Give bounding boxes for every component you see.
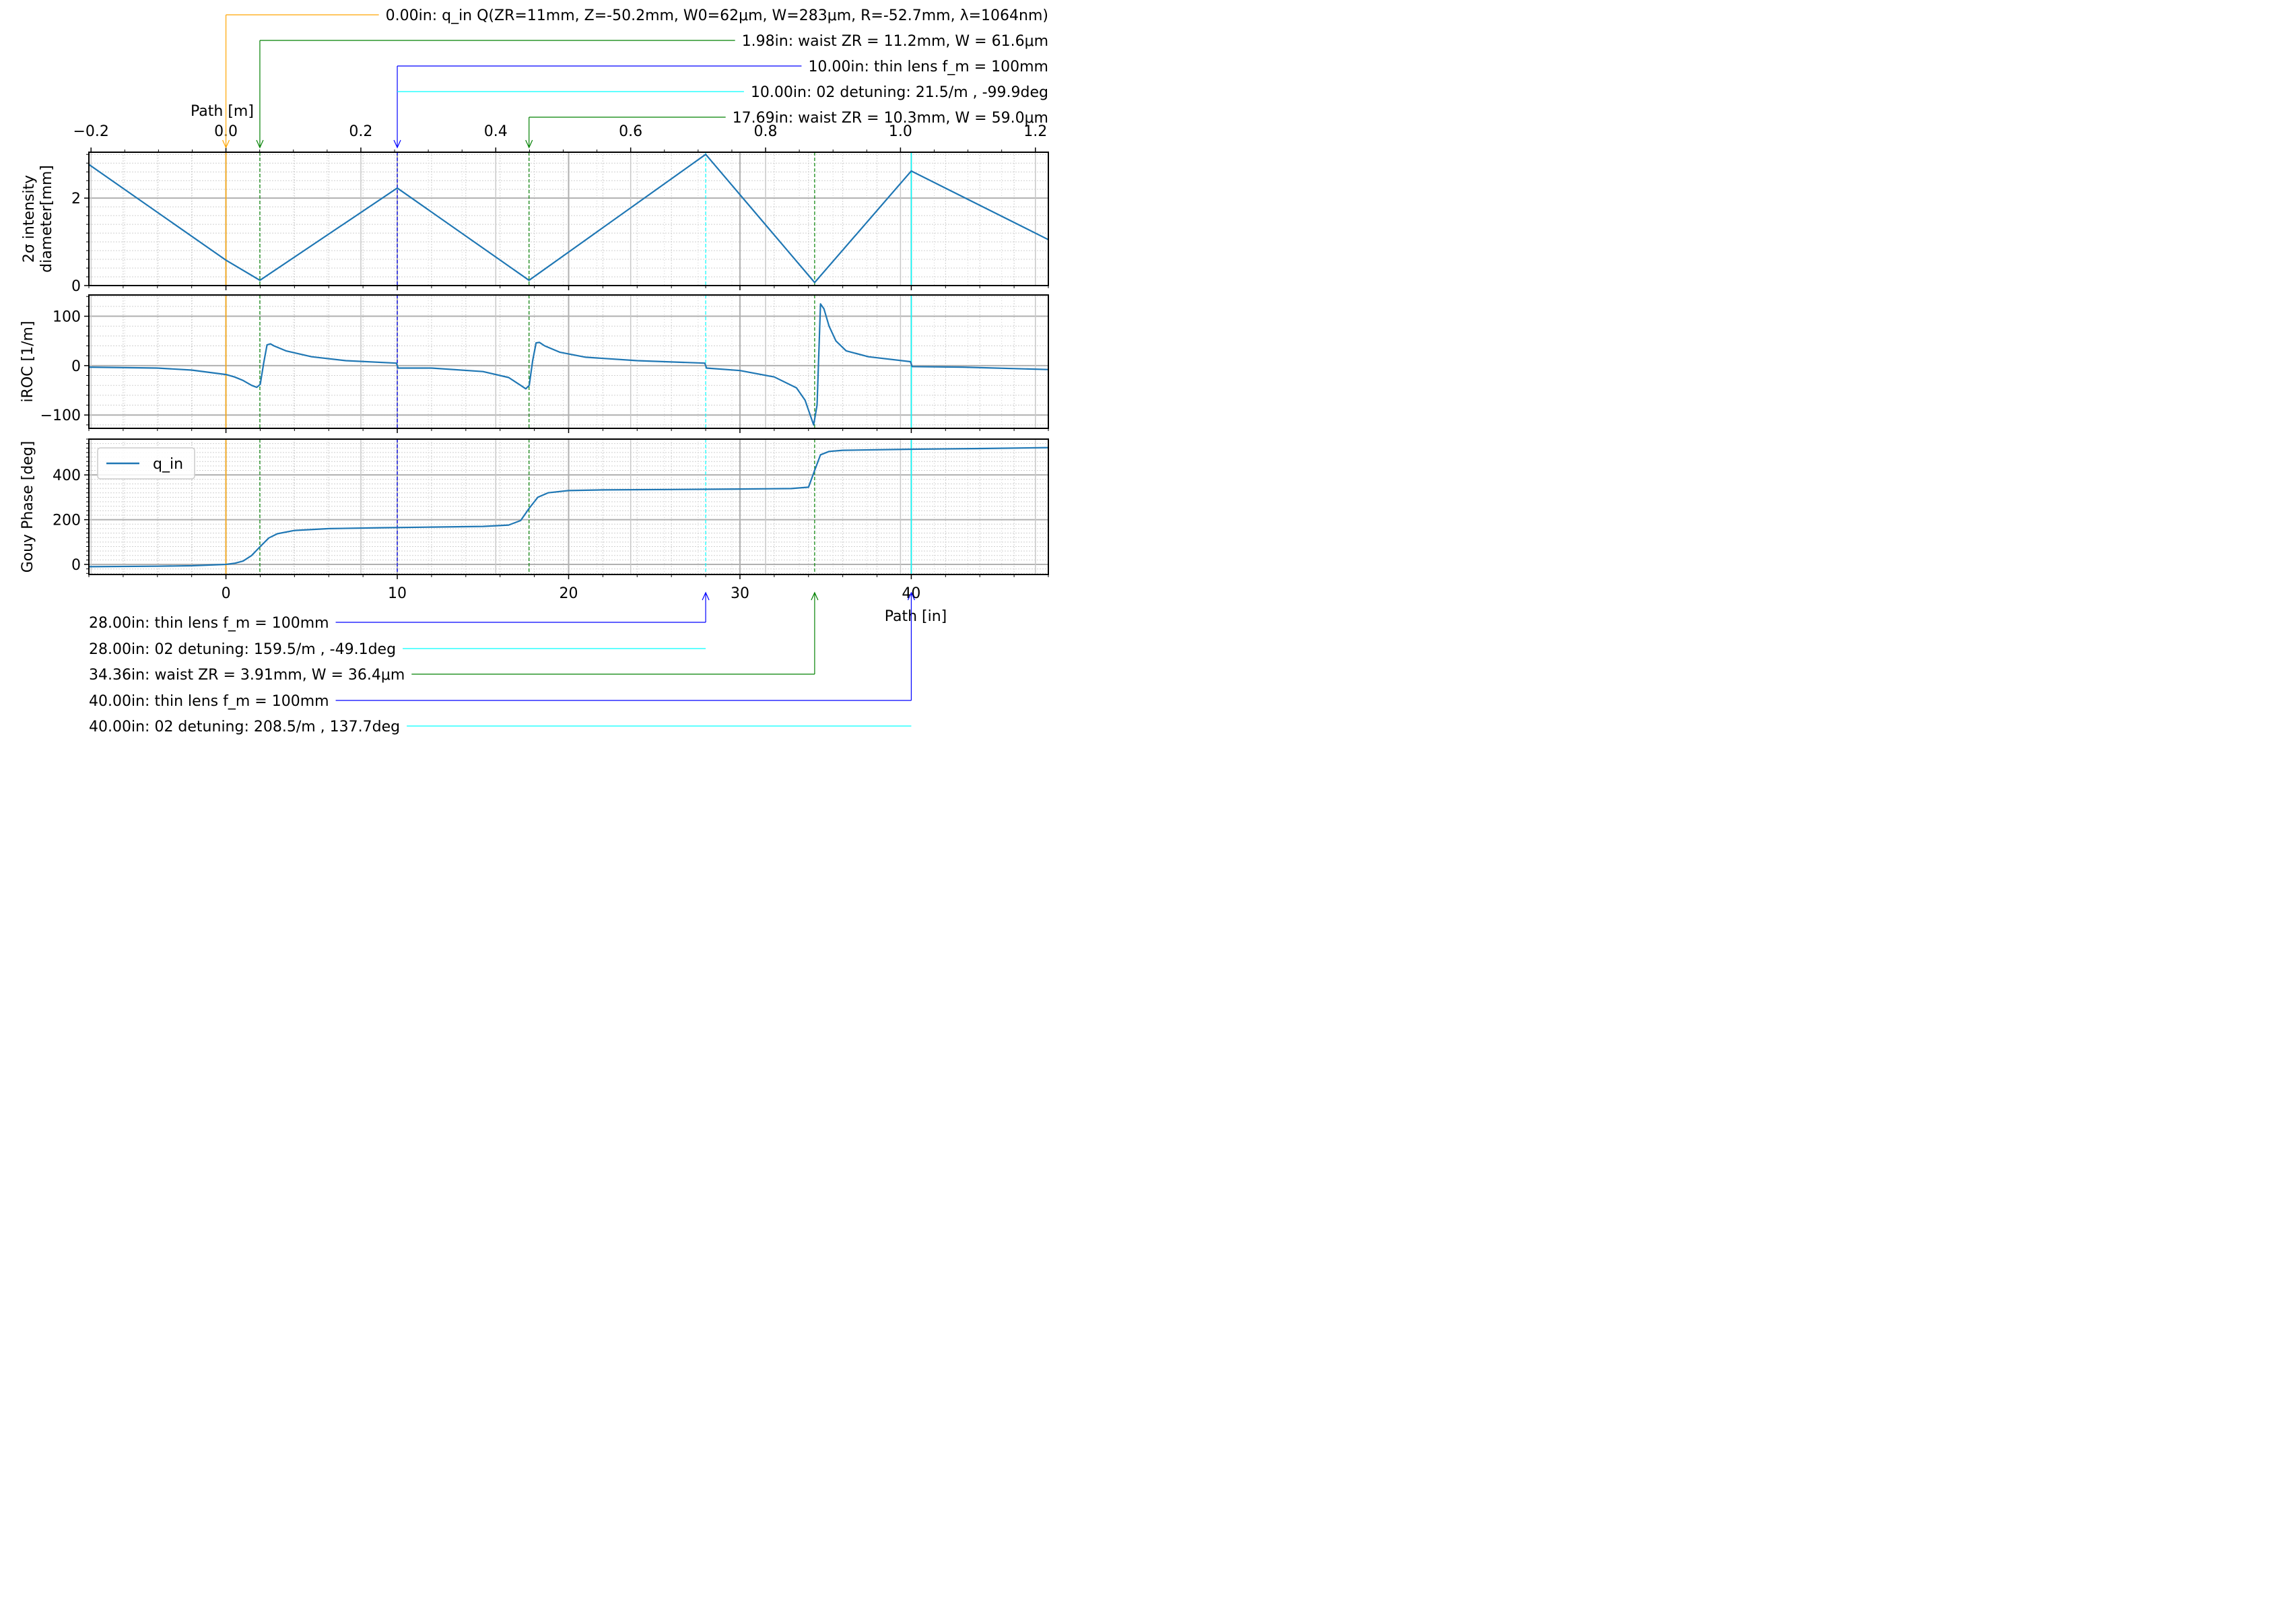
series-line-iroc [88, 303, 1049, 426]
top-annotation-text: 0.00in: q_in Q(ZR=11mm, Z=-50.2mm, W0=62… [386, 7, 1048, 24]
bottom-annotation-arrowhead [907, 591, 915, 601]
y-tick-label: 0 [71, 278, 81, 295]
bottom-annotation-text: 40.00in: thin lens f_m = 100mm [89, 693, 329, 710]
top-annotation-text: 10.00in: thin lens f_m = 100mm [808, 59, 1048, 75]
top-annotation-arrowhead [393, 139, 401, 149]
top-x-tick-label: 0.4 [484, 123, 508, 140]
top-annotation-arrowhead [525, 139, 533, 149]
top-x-axis-label: Path [m] [191, 103, 254, 120]
top-annotation-text: 10.00in: 02 detuning: 21.5/m , -99.9deg [751, 84, 1048, 101]
grid-layer [88, 152, 1049, 574]
y-tick-label: 2 [71, 191, 81, 207]
panel-diameter-grid [88, 152, 1049, 286]
annotations-layer: 0.00in: q_in Q(ZR=11mm, Z=-50.2mm, W0=62… [89, 7, 1048, 735]
y-tick-label: 400 [53, 467, 81, 484]
top-x-tick-label: 0.6 [619, 123, 642, 140]
bottom-annotation-arrowhead [702, 591, 710, 601]
bottom-annotation-text: 40.00in: 02 detuning: 208.5/m , 137.7deg [89, 719, 400, 735]
y-axis-label-line: 2σ intensity [21, 175, 38, 263]
y-tick-label: 0 [71, 557, 81, 574]
y-axis-label-gouy: Gouy Phase [deg] [20, 441, 36, 573]
bottom-annotation-arrowhead [811, 591, 819, 601]
legend-box [97, 447, 195, 480]
bottom-annotation-text: 28.00in: 02 detuning: 159.5/m , -49.1deg [89, 641, 396, 658]
top-annotation-arrowhead [256, 139, 264, 149]
series-line-gouy [88, 447, 1049, 568]
y-tick-label: −100 [40, 407, 81, 424]
series-line-diameter [88, 154, 1049, 284]
y-tick-label: 100 [53, 309, 81, 326]
x-tick-label: 20 [560, 585, 578, 602]
top-x-tick-label: 1.0 [889, 123, 912, 140]
y-tick-label: 200 [53, 513, 81, 529]
legend-layer: q_in [97, 447, 195, 480]
x-tick-label: 0 [222, 585, 231, 602]
top-annotation-text: 17.69in: waist ZR = 10.3mm, W = 59.0μm [733, 110, 1048, 127]
panel-diameter-markers [225, 152, 912, 286]
panel-gouy-markers [225, 439, 912, 574]
panel-iroc-markers [225, 295, 912, 428]
y-axis-label-diameter: 2σ intensitydiameter[mm] [21, 165, 55, 273]
top-annotation-arrowhead [222, 139, 230, 149]
top-x-tick-label: −0.2 [73, 123, 108, 140]
y-tick-label: 0 [71, 358, 81, 375]
marker-lines-layer [225, 152, 912, 574]
y-axis-label-line: diameter[mm] [38, 165, 55, 273]
top-x-tick-label: 0.2 [349, 123, 372, 140]
x-axis-label-bottom: Path [in] [885, 608, 947, 625]
top-x-tick-label: 0.8 [754, 123, 778, 140]
legend-label: q_in [153, 456, 183, 473]
panel-gouy-grid [88, 438, 1049, 574]
bottom-annotation-text: 28.00in: thin lens f_m = 100mm [89, 615, 329, 632]
bottom-annotation-text: 34.36in: waist ZR = 3.91mm, W = 36.4μm [89, 667, 405, 684]
y-axis-label-iroc: iROC [1/m] [20, 321, 36, 402]
x-tick-label: 30 [731, 585, 749, 602]
x-tick-label: 10 [388, 585, 407, 602]
top-annotation-text: 1.98in: waist ZR = 11.2mm, W = 61.6μm [742, 33, 1048, 50]
top-x-tick-label: 1.2 [1023, 123, 1047, 140]
series-layer [88, 154, 1049, 568]
